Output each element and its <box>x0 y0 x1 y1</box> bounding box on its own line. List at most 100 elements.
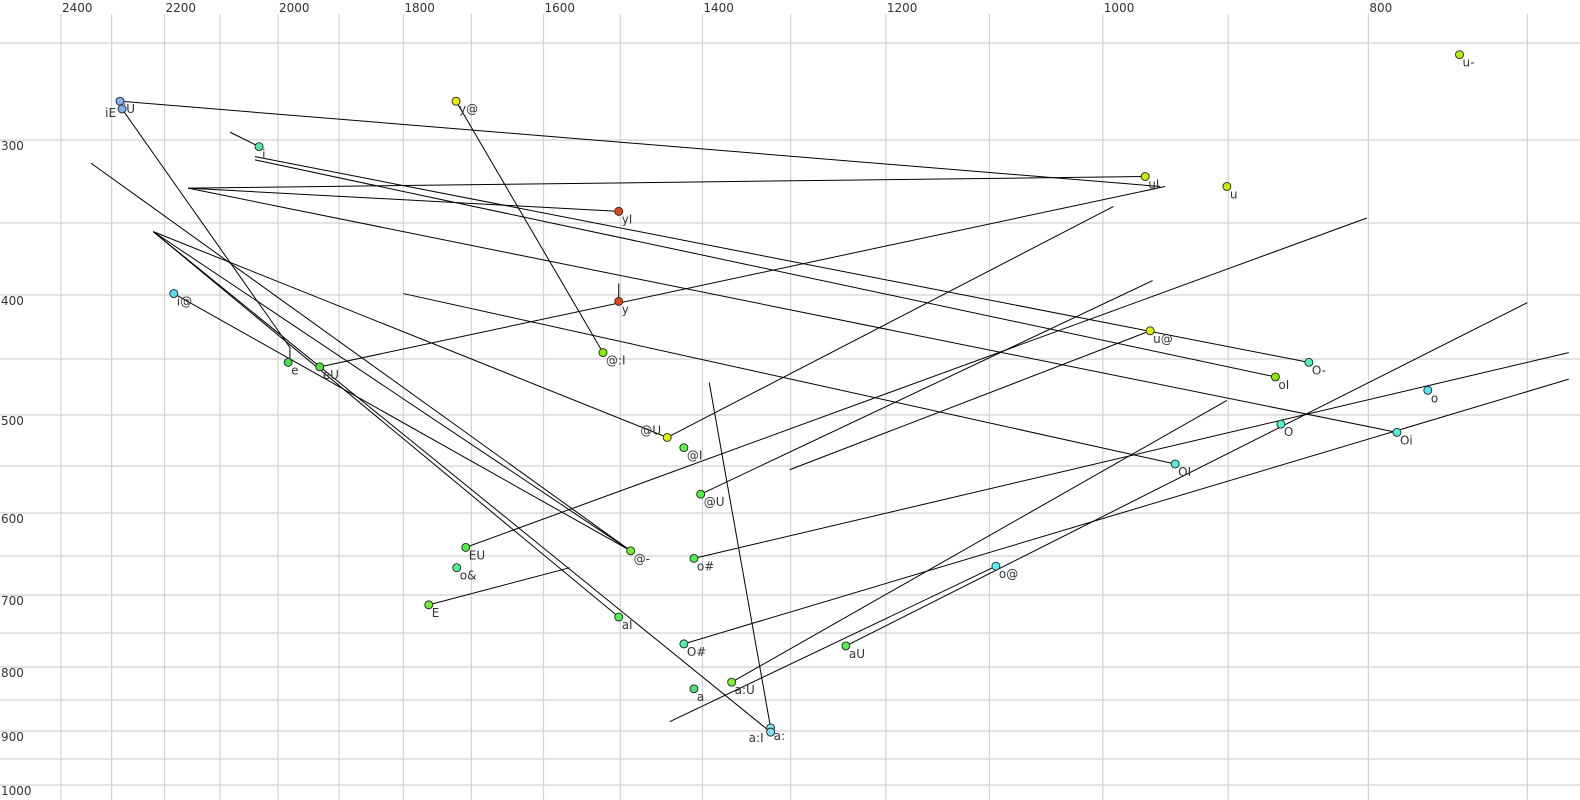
point-label: i <box>262 148 265 162</box>
point-label: E <box>432 606 440 620</box>
trajectory-line <box>90 162 631 552</box>
trajectory-line <box>845 302 1528 647</box>
vowel-point: eU <box>315 362 339 382</box>
point-marker <box>689 684 699 694</box>
point-label: Oi <box>1400 433 1413 447</box>
trajectory-line <box>152 231 631 552</box>
point-marker <box>614 612 624 622</box>
point-marker <box>117 104 127 114</box>
point-marker <box>283 357 293 367</box>
point-label: o& <box>460 569 477 583</box>
point-marker <box>626 546 636 556</box>
point-label: iU <box>123 102 135 116</box>
trajectory-line <box>403 293 1176 465</box>
y-tick-label: 900 <box>1 730 24 744</box>
trajectory-line <box>152 231 771 733</box>
vowel-point: EU <box>461 542 485 562</box>
x-tick-label: 2400 <box>62 1 93 15</box>
trajectory-line <box>667 205 1114 438</box>
trajectory-line <box>254 156 1309 363</box>
point-label: o <box>1431 391 1438 405</box>
point-label: @U <box>704 495 725 509</box>
point-label: @:I <box>606 354 626 368</box>
point-label: iE <box>105 106 116 120</box>
point-label: i@ <box>177 295 192 309</box>
point-marker <box>461 542 471 552</box>
vowel-point: o <box>1423 385 1438 405</box>
y-tick-label: 300 <box>1 139 24 153</box>
point-label: O# <box>687 645 707 659</box>
vowel-point: y <box>614 296 629 316</box>
trajectory-line <box>173 293 631 552</box>
vowel-point: iU <box>115 96 135 116</box>
vowel-point: u <box>1222 182 1237 201</box>
trajectory-line <box>121 108 291 348</box>
vowel-point: @- <box>626 546 650 566</box>
point-marker <box>452 563 462 573</box>
trajectory-line <box>188 176 1146 189</box>
vowel-point: a:I <box>749 727 776 745</box>
point-label: oI <box>1278 378 1289 392</box>
point-marker <box>662 432 672 442</box>
point-marker <box>841 641 851 651</box>
vowel-point: @U <box>640 423 672 442</box>
vowel-points: u-iU iE y@ i uI u yI y i@ @:I u@ O-e eU oI o O Oi @U @I OI @… <box>105 50 1475 745</box>
point-marker <box>689 553 699 563</box>
trajectory-line <box>731 400 1228 683</box>
point-label: o@ <box>999 567 1018 581</box>
vowel-point: o@ <box>991 561 1018 581</box>
point-label: u@ <box>1153 332 1173 346</box>
trajectory-line <box>683 378 1569 645</box>
point-label: o# <box>697 559 714 573</box>
point-label: u- <box>1463 56 1475 70</box>
vowel-point: i <box>254 142 265 162</box>
point-marker <box>1423 385 1433 395</box>
point-label: @U <box>640 423 661 437</box>
point-marker <box>254 142 264 152</box>
trajectory-lines <box>90 100 1569 733</box>
trajectory-line <box>700 280 1153 495</box>
point-label: O- <box>1312 363 1326 377</box>
trajectory-line <box>188 187 619 212</box>
point-label: O <box>1284 425 1293 439</box>
vowel-point: a <box>689 684 704 704</box>
point-marker <box>1170 459 1180 469</box>
point-marker <box>1455 50 1464 60</box>
vowel-point: @:I <box>598 348 626 368</box>
trajectory-line <box>229 131 260 148</box>
point-marker <box>696 489 706 499</box>
vowel-point: aU <box>841 641 865 661</box>
x-tick-label: 1600 <box>545 1 576 15</box>
vowel-point: aI <box>614 612 633 632</box>
y-tick-label: 400 <box>1 294 24 308</box>
point-marker <box>1145 326 1155 336</box>
point-marker <box>451 96 461 106</box>
point-label: aU <box>849 647 865 661</box>
vowel-point: O# <box>679 639 707 659</box>
vowel-point: @I <box>679 443 702 463</box>
gridlines <box>0 14 1580 800</box>
point-label: yI <box>622 212 633 226</box>
y-tick-label: 600 <box>1 512 24 526</box>
y-tick-label: 1000 <box>1 784 32 798</box>
point-label: eU <box>323 368 339 382</box>
vowel-point: yI <box>614 206 633 226</box>
vowel-point: Oi <box>1392 427 1413 447</box>
point-label: aI <box>622 618 633 632</box>
point-marker <box>614 296 624 306</box>
point-label: OI <box>1178 465 1191 479</box>
point-marker <box>1140 172 1150 181</box>
x-tick-label: 800 <box>1369 1 1392 15</box>
trajectory-line <box>669 565 997 723</box>
point-label: EU <box>469 548 485 562</box>
x-tick-label: 1800 <box>404 1 435 15</box>
point-label: a <box>697 690 704 704</box>
point-marker <box>1270 372 1280 382</box>
x-tick-label: 1400 <box>703 1 734 15</box>
trajectory-line <box>455 100 604 353</box>
y-tick-label: 500 <box>1 414 24 428</box>
vowel-point: u@ <box>1145 326 1173 346</box>
point-label: y@ <box>459 102 478 116</box>
point-marker <box>614 206 624 216</box>
